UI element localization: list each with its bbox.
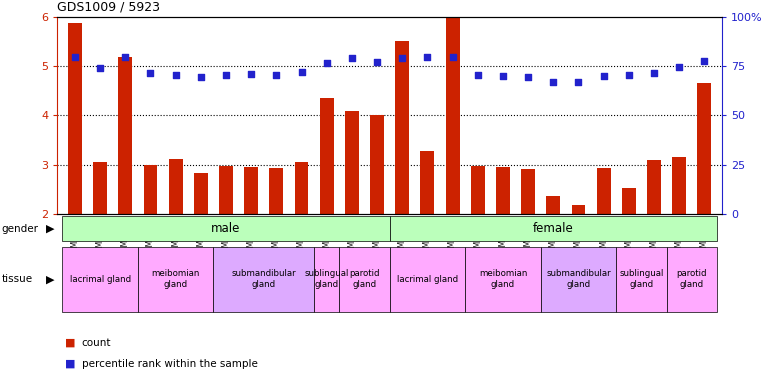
Bar — [270, 168, 283, 214]
Text: ■: ■ — [65, 359, 76, 369]
Point — [497, 73, 509, 79]
Bar — [194, 173, 208, 214]
Point — [597, 73, 610, 79]
Text: meibomian
gland: meibomian gland — [479, 269, 527, 290]
Point — [547, 79, 559, 85]
Point — [94, 64, 106, 70]
Point — [396, 55, 408, 61]
Text: count: count — [82, 338, 112, 348]
Text: parotid
gland: parotid gland — [349, 269, 380, 290]
Bar — [541, 247, 617, 312]
Bar — [571, 205, 585, 214]
Point — [572, 79, 584, 85]
Point — [346, 55, 358, 61]
Bar — [138, 247, 213, 312]
Text: lacrimal gland: lacrimal gland — [397, 275, 458, 284]
Point — [321, 60, 333, 66]
Bar — [320, 98, 334, 214]
Bar — [370, 116, 384, 214]
Text: gender: gender — [2, 224, 38, 234]
Point — [371, 59, 384, 65]
Bar — [420, 151, 434, 214]
Text: parotid
gland: parotid gland — [676, 269, 707, 290]
Bar — [314, 247, 339, 312]
Text: submandibular
gland: submandibular gland — [546, 269, 610, 290]
Bar — [698, 83, 711, 214]
Point — [673, 64, 685, 70]
Point — [623, 72, 635, 78]
Text: ■: ■ — [65, 338, 76, 348]
Bar — [118, 57, 132, 214]
Text: lacrimal gland: lacrimal gland — [70, 275, 131, 284]
Bar — [465, 247, 541, 312]
Point — [144, 70, 157, 76]
Point — [220, 72, 232, 78]
Bar — [521, 170, 535, 214]
Bar — [63, 247, 138, 312]
Text: submandibular
gland: submandibular gland — [231, 269, 296, 290]
Bar — [219, 166, 233, 214]
Point — [245, 72, 257, 78]
Text: percentile rank within the sample: percentile rank within the sample — [82, 359, 257, 369]
Point — [446, 54, 458, 60]
Text: sublingual
gland: sublingual gland — [620, 269, 664, 290]
Point — [170, 72, 182, 78]
Text: female: female — [533, 222, 574, 235]
Bar — [213, 247, 314, 312]
Bar — [144, 165, 157, 214]
Text: GDS1009 / 5923: GDS1009 / 5923 — [57, 0, 160, 13]
Bar — [445, 17, 459, 214]
Point — [698, 58, 711, 64]
Bar — [68, 23, 82, 214]
Bar — [339, 247, 390, 312]
Text: ▶: ▶ — [46, 224, 54, 234]
Bar — [647, 160, 661, 214]
Text: ▶: ▶ — [46, 274, 54, 284]
Bar — [666, 247, 717, 312]
Bar — [169, 159, 183, 214]
Bar — [471, 166, 484, 214]
Bar — [672, 157, 686, 214]
Bar — [546, 195, 560, 214]
Point — [69, 54, 81, 60]
Bar — [63, 216, 390, 241]
Text: male: male — [212, 222, 241, 235]
Bar — [395, 40, 410, 214]
Text: meibomian
gland: meibomian gland — [151, 269, 200, 290]
Point — [296, 69, 308, 75]
Bar — [622, 188, 636, 214]
Bar — [496, 167, 510, 214]
Bar — [390, 216, 717, 241]
Bar — [93, 162, 107, 214]
Point — [270, 72, 283, 78]
Point — [119, 54, 131, 60]
Bar — [345, 111, 359, 214]
Point — [471, 72, 484, 78]
Text: tissue: tissue — [2, 274, 33, 284]
Bar — [390, 247, 465, 312]
Bar — [597, 168, 610, 214]
Bar — [617, 247, 666, 312]
Point — [421, 54, 433, 60]
Point — [195, 74, 207, 80]
Text: sublingual
gland: sublingual gland — [305, 269, 349, 290]
Point — [648, 70, 660, 76]
Point — [522, 74, 534, 80]
Bar — [244, 167, 258, 214]
Bar — [295, 162, 309, 214]
